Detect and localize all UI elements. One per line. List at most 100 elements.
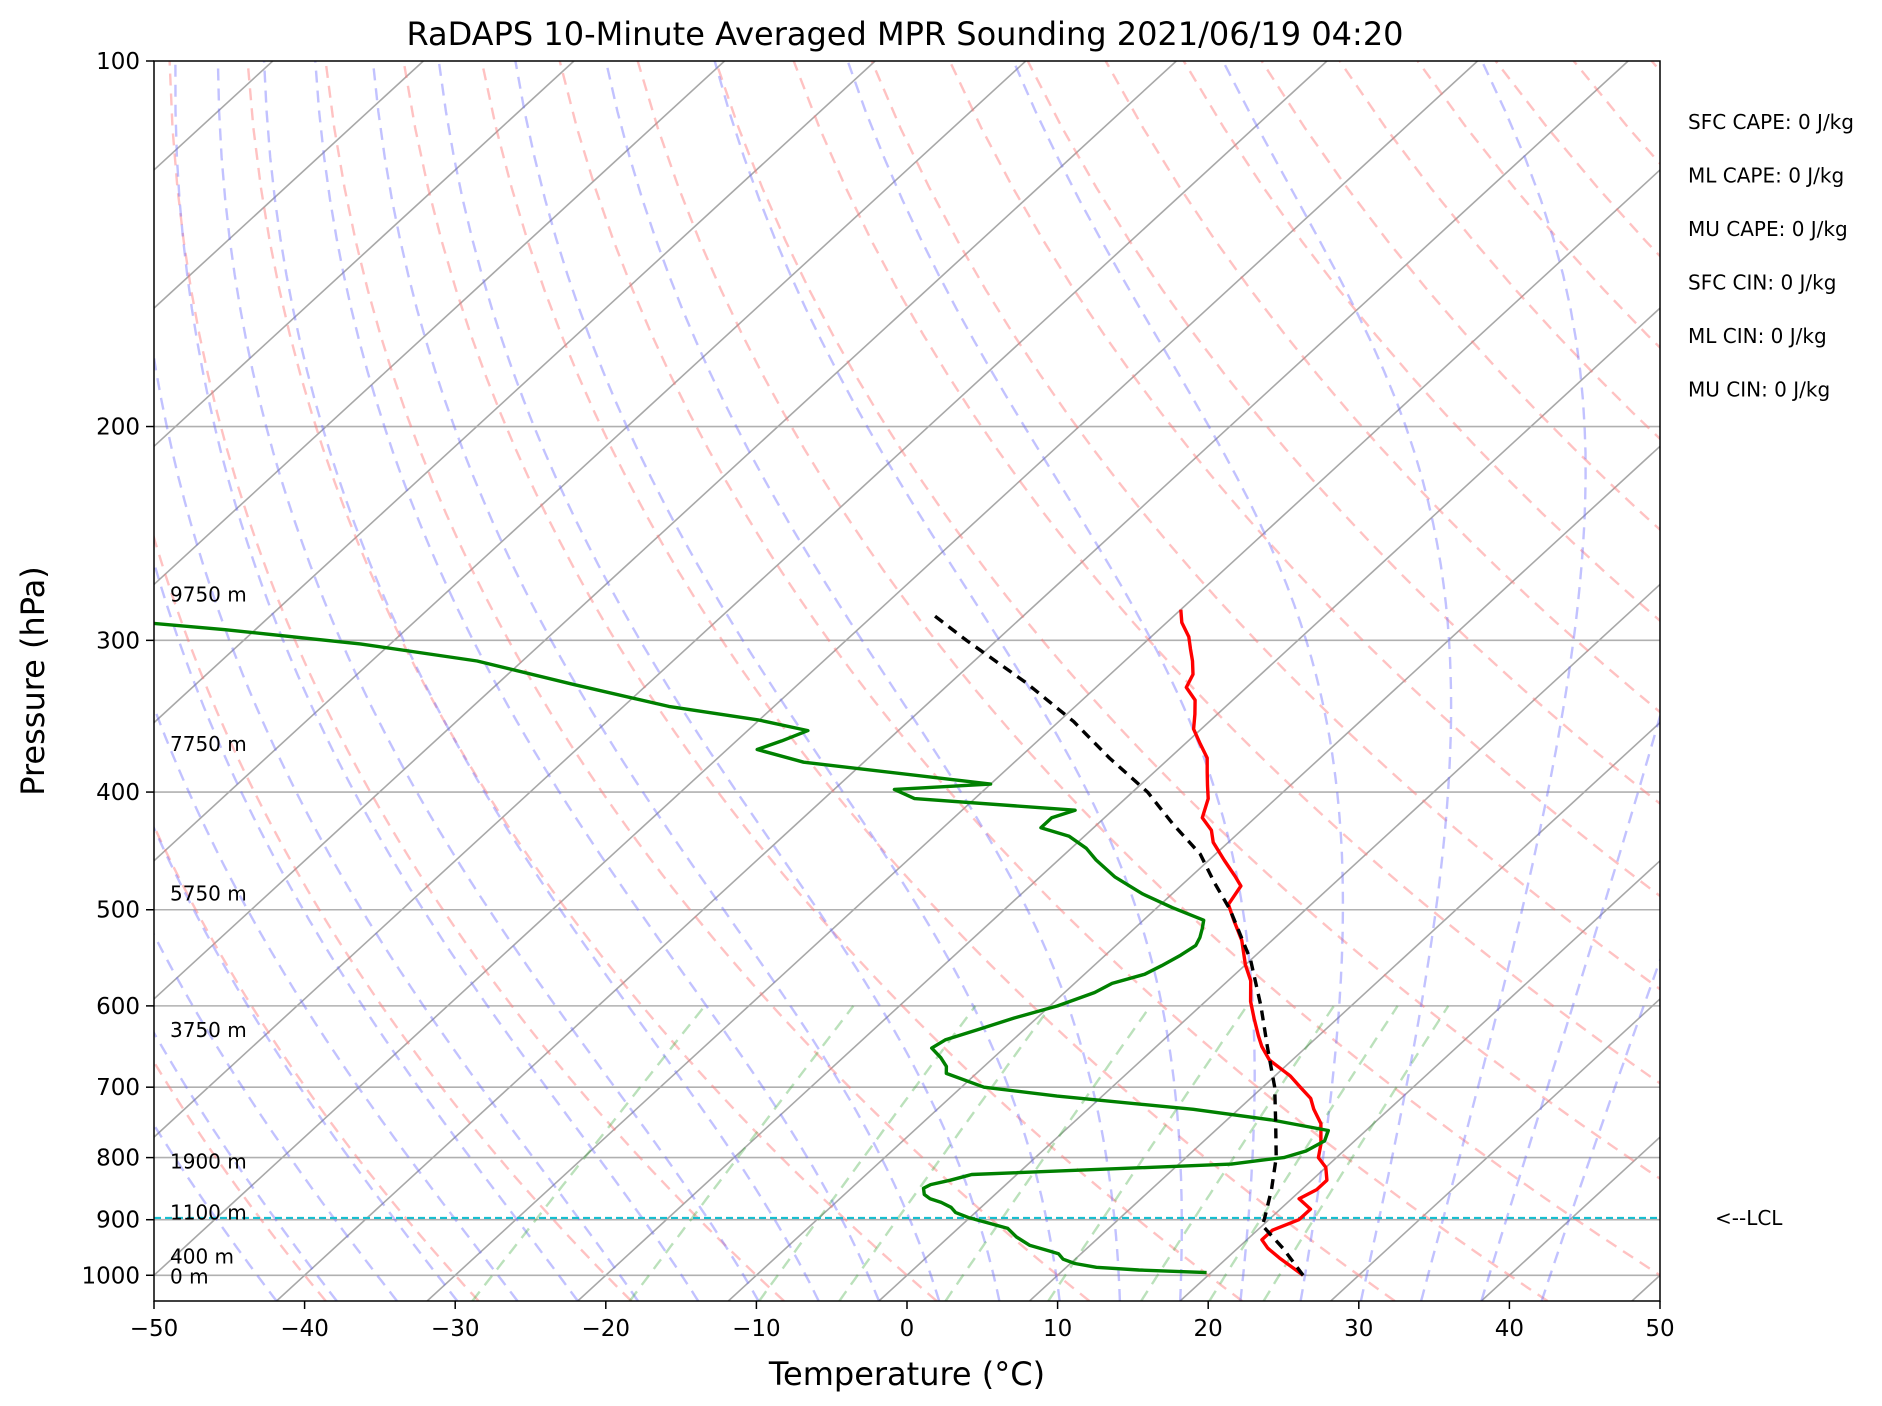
x-tick-label: −50 (130, 1316, 179, 1342)
dry-adiabat-line (870, 61, 1660, 991)
dry-adiabat-line (1026, 61, 1660, 806)
moist-adiabat-line (174, 61, 700, 1301)
y-tick-label: 200 (96, 415, 140, 441)
x-tick-label: −20 (582, 1316, 631, 1342)
moist-adiabat-line (604, 61, 1122, 1301)
mixing-ratio-line (758, 1005, 977, 1301)
moist-adiabat-line (437, 61, 1001, 1301)
dry-adiabat-line (154, 823, 480, 1301)
isotherm-line (727, 445, 1660, 1301)
height-label: 1100 m (170, 1201, 247, 1225)
plot-frame (153, 60, 1661, 1302)
moist-adiabat-line (1419, 61, 1587, 1301)
x-axis-label: Temperature (°C) (768, 1355, 1045, 1393)
isotherm-line (426, 168, 1660, 1301)
mixing-ratio-line (471, 1005, 706, 1301)
dewpoint-profile (154, 621, 1330, 1275)
moist-adiabat-line (314, 61, 881, 1301)
y-tick-label: 700 (96, 1075, 140, 1101)
moist-adiabat-line (713, 61, 1183, 1301)
dry-adiabat-line (558, 61, 1549, 1301)
y-tick-label: 300 (96, 628, 140, 654)
mixing-ratio-line (944, 1005, 1152, 1301)
mixing-ratio-line (1140, 1005, 1335, 1301)
dry-adiabat-line (792, 61, 1660, 1085)
y-tick-label: 600 (96, 994, 140, 1020)
dry-adiabat-line (1808, 61, 1882, 1301)
isotherm-line (1480, 1136, 1660, 1301)
moist-adiabat-line (1480, 712, 1660, 1301)
dry-adiabat-line (1338, 61, 1660, 441)
dry-adiabat-line (402, 61, 1243, 1301)
isotherm-line (154, 61, 1177, 1001)
moist-adiabat-line (154, 825, 459, 1301)
moist-adiabat-line (154, 704, 519, 1301)
stat-line: ML CAPE: 0 J/kg (1688, 164, 1844, 188)
moist-adiabat-line (216, 61, 760, 1301)
dry-adiabat-line (480, 61, 1396, 1301)
moist-adiabat-line (1221, 61, 1453, 1301)
stat-line: MU CIN: 0 J/kg (1688, 378, 1830, 402)
isotherm-line (1631, 1274, 1660, 1301)
mixing-ratio-line (628, 1005, 855, 1301)
mixing-ratio-line (838, 1005, 1052, 1301)
dry-adiabat-line (1730, 61, 1882, 1301)
y-axis-label: Pressure (hPa) (14, 566, 52, 796)
moist-adiabat-line (154, 558, 579, 1301)
x-tick-label: −10 (732, 1316, 781, 1342)
isotherm-line (154, 61, 1479, 1277)
dry-adiabat-line (1572, 61, 1660, 166)
isotherm-line (1179, 859, 1660, 1301)
height-label: 5750 m (170, 882, 247, 906)
stat-line: MU CAPE: 0 J/kg (1688, 217, 1848, 241)
y-tick-label: 900 (96, 1208, 140, 1234)
x-tick-label: −40 (280, 1316, 329, 1342)
moist-adiabat-line (154, 932, 398, 1301)
moist-adiabat-line (262, 61, 820, 1301)
moist-adiabat-line (1540, 956, 1660, 1301)
moist-adiabat-line (154, 350, 639, 1301)
height-label: 7750 m (170, 732, 247, 756)
parcel-profile (932, 613, 1305, 1277)
isotherm-line (154, 61, 876, 724)
isotherm-line (154, 61, 575, 448)
background-lines (154, 61, 1882, 1301)
dry-adiabat-line (1260, 61, 1660, 532)
stat-line: SFC CIN: 0 J/kg (1688, 271, 1836, 295)
height-label: 0 m (170, 1264, 209, 1288)
dry-adiabat-line (948, 61, 1660, 898)
x-tick-label: 30 (1344, 1316, 1373, 1342)
moist-adiabat-line (371, 61, 941, 1301)
x-tick-label: 20 (1194, 1316, 1223, 1342)
dry-adiabat-line (246, 61, 938, 1301)
y-tick-label: 1000 (81, 1263, 140, 1289)
y-tick-label: 100 (96, 49, 140, 75)
lcl-label: <--LCL (1715, 1206, 1783, 1230)
moist-adiabat-line (154, 1030, 338, 1301)
height-label: 3750 m (170, 1018, 247, 1042)
stat-line: ML CIN: 0 J/kg (1688, 324, 1827, 348)
isotherm-line (276, 61, 1629, 1301)
x-tick-label: 40 (1495, 1316, 1524, 1342)
isotherm-line (154, 61, 1027, 862)
x-tick-label: 10 (1043, 1316, 1072, 1342)
x-axis-ticks: −50 −40 −30 −20 −10 0 10 20 30 40 50 (130, 1301, 1675, 1342)
isotherm-line (1029, 721, 1660, 1301)
isotherm-line (154, 61, 1328, 1139)
dry-adiabat-line (714, 61, 1660, 1181)
y-tick-label: 500 (96, 898, 140, 924)
moist-adiabat-line (1012, 61, 1345, 1301)
height-labels: 9750 m 7750 m 5750 m 3750 m 1900 m 1100 m 400 … (170, 582, 247, 1288)
height-label: 1900 m (170, 1150, 247, 1174)
mixing-ratio-line (1208, 1005, 1399, 1301)
dry-adiabat-line (324, 61, 1091, 1301)
moist-adiabat-line (846, 61, 1256, 1301)
dry-adiabat-line (168, 61, 785, 1301)
isotherm-line (878, 583, 1660, 1301)
moist-adiabat-line (514, 61, 1061, 1301)
dry-adiabat-line (1104, 61, 1660, 714)
chart-title: RaDAPS 10-Minute Averaged MPR Sounding 2… (406, 15, 1403, 53)
stats-panel: SFC CAPE: 0 J/kg ML CAPE: 0 J/kg MU CAPE: … (1688, 110, 1854, 402)
stat-line: SFC CAPE: 0 J/kg (1688, 110, 1854, 134)
